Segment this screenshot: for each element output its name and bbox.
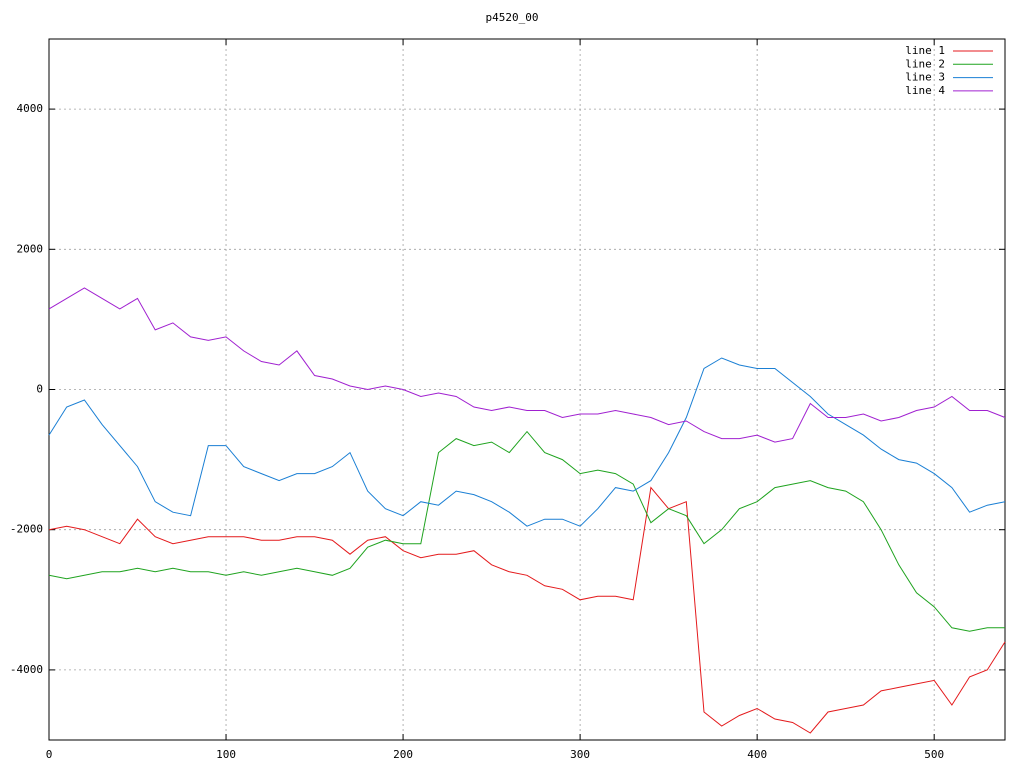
data-line — [48, 430, 1005, 632]
y-tick-label: -4000 — [10, 663, 43, 676]
x-tick-label: 100 — [216, 748, 236, 761]
x-tick-label: 0 — [46, 748, 53, 761]
legend-label: line 4 — [905, 84, 945, 97]
x-tick-label: 400 — [747, 748, 767, 761]
y-tick-label: 4000 — [17, 102, 44, 115]
data-line — [48, 486, 1006, 734]
y-tick-label: 0 — [36, 383, 43, 396]
x-tick-label: 500 — [924, 748, 944, 761]
data-line — [48, 287, 1006, 443]
legend-label: line 2 — [905, 57, 945, 70]
legend-label: line 3 — [905, 71, 945, 84]
plot-border — [48, 38, 1006, 741]
y-tick-label: 2000 — [17, 242, 44, 255]
x-tick-label: 200 — [393, 748, 413, 761]
legend-label: line 1 — [905, 44, 945, 57]
x-tick-label: 300 — [570, 748, 590, 761]
y-tick-label: -2000 — [10, 523, 43, 536]
chart-title: p4520_00 — [486, 11, 539, 24]
data-line — [48, 357, 1006, 527]
